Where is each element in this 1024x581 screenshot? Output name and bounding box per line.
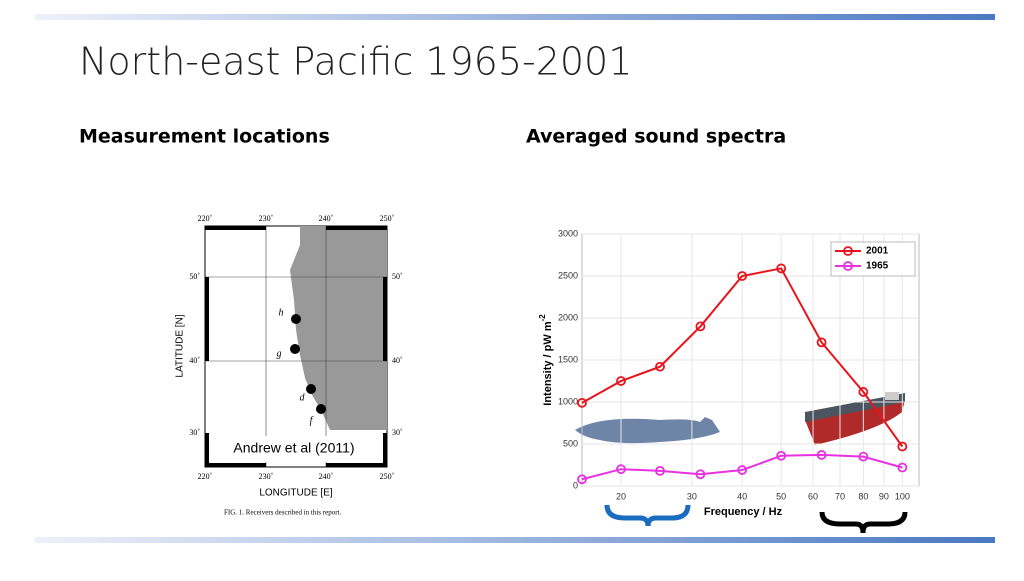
x-tick-label: 30: [687, 491, 697, 501]
frame-ticks: [205, 226, 387, 467]
y-tick-label: 2500: [558, 270, 578, 280]
receiver-label: f: [310, 415, 314, 426]
x-tick-label: 50: [776, 491, 786, 501]
x-tick-label: 90: [879, 491, 889, 501]
lon-label: 240˚: [319, 214, 334, 223]
graticule: [205, 226, 387, 467]
chart: 0 500 1000 1500 2000 2500 3000 20 30 40 50 60 70 80 90…: [558, 228, 919, 518]
y-tick-label: 2000: [558, 312, 578, 322]
point: [858, 451, 869, 462]
lon-label: 220˚: [198, 214, 213, 223]
map-caption: FIG. 1. Receivers described in this repo…: [224, 509, 341, 517]
lat-label: 50˚: [189, 272, 200, 281]
top-bar: [35, 14, 995, 20]
series-line: [581, 267, 904, 448]
point: [737, 271, 748, 281]
point: [616, 376, 626, 386]
x-tick-label: 20: [616, 491, 626, 501]
point: [776, 263, 787, 274]
y-axis-label: Intensity / pW m-2: [538, 314, 554, 406]
y-tick-label: 500: [563, 438, 578, 448]
brace: [604, 504, 691, 527]
map-y-label: LATITUDE [N]: [175, 314, 186, 377]
legend-marker: [843, 261, 853, 271]
lon-label: 240˚: [319, 472, 334, 481]
legend-marker: [843, 246, 853, 256]
whale-icon: [575, 417, 720, 444]
lon-label: 220˚: [198, 472, 213, 481]
point: [655, 361, 665, 372]
credit-box: [214, 436, 374, 462]
legend-label: 1965: [866, 261, 889, 272]
credit: Andrew et al (2011): [233, 440, 354, 456]
lat-label: 40˚: [392, 356, 403, 365]
brace: [819, 511, 908, 534]
point: [737, 465, 748, 475]
x-tick-label: 80: [858, 491, 868, 501]
lat-label: 30˚: [392, 428, 403, 437]
legend-label: 2001: [866, 246, 889, 257]
lon-label: 250˚: [380, 214, 395, 223]
x-tick-label: 100: [895, 491, 910, 501]
lat-label: 40˚: [189, 356, 200, 365]
receiver-label: h: [279, 307, 284, 318]
y-label-text: Intensity / pW m: [542, 321, 554, 406]
point: [776, 450, 787, 461]
point: [897, 441, 908, 452]
y-label-sup: -2: [538, 314, 547, 322]
bottom-bar: [35, 537, 995, 543]
y-tick-label: 1000: [558, 396, 578, 406]
slide-title: North-east Pacific 1965-2001: [79, 40, 632, 84]
point: [577, 474, 587, 485]
lat-label: 30˚: [189, 428, 200, 437]
point: [816, 337, 827, 348]
lon-label: 230˚: [259, 214, 274, 223]
x-tick-label: 70: [835, 491, 845, 501]
receiver-label: d: [300, 392, 306, 403]
section-heading: Measurement locations: [79, 126, 330, 148]
y-tick-label: 1500: [558, 354, 578, 364]
x-tick-label: 40: [737, 491, 747, 501]
point: [577, 397, 587, 408]
point: [816, 450, 827, 460]
ship-icon: [805, 392, 905, 445]
lon-label: 230˚: [259, 472, 274, 481]
point: [858, 387, 869, 397]
x-tick-label: 60: [808, 491, 818, 501]
series-line: [581, 453, 903, 481]
point: [655, 465, 665, 476]
y-tick-label: 0: [573, 480, 578, 490]
y-tick-label: 3000: [558, 228, 578, 238]
lat-label: 50˚: [392, 272, 403, 281]
receivers: [290, 314, 326, 414]
x-axis-label: Frequency / Hz: [704, 506, 783, 518]
lon-label: 250˚: [380, 472, 395, 481]
receiver-label: g: [277, 348, 282, 359]
map: [204, 225, 388, 468]
point: [616, 464, 626, 475]
point: [897, 462, 908, 473]
map-x-label: LONGITUDE [E]: [259, 488, 333, 499]
point: [695, 321, 706, 332]
section-heading: Averaged sound spectra: [526, 126, 786, 148]
point: [695, 469, 706, 480]
